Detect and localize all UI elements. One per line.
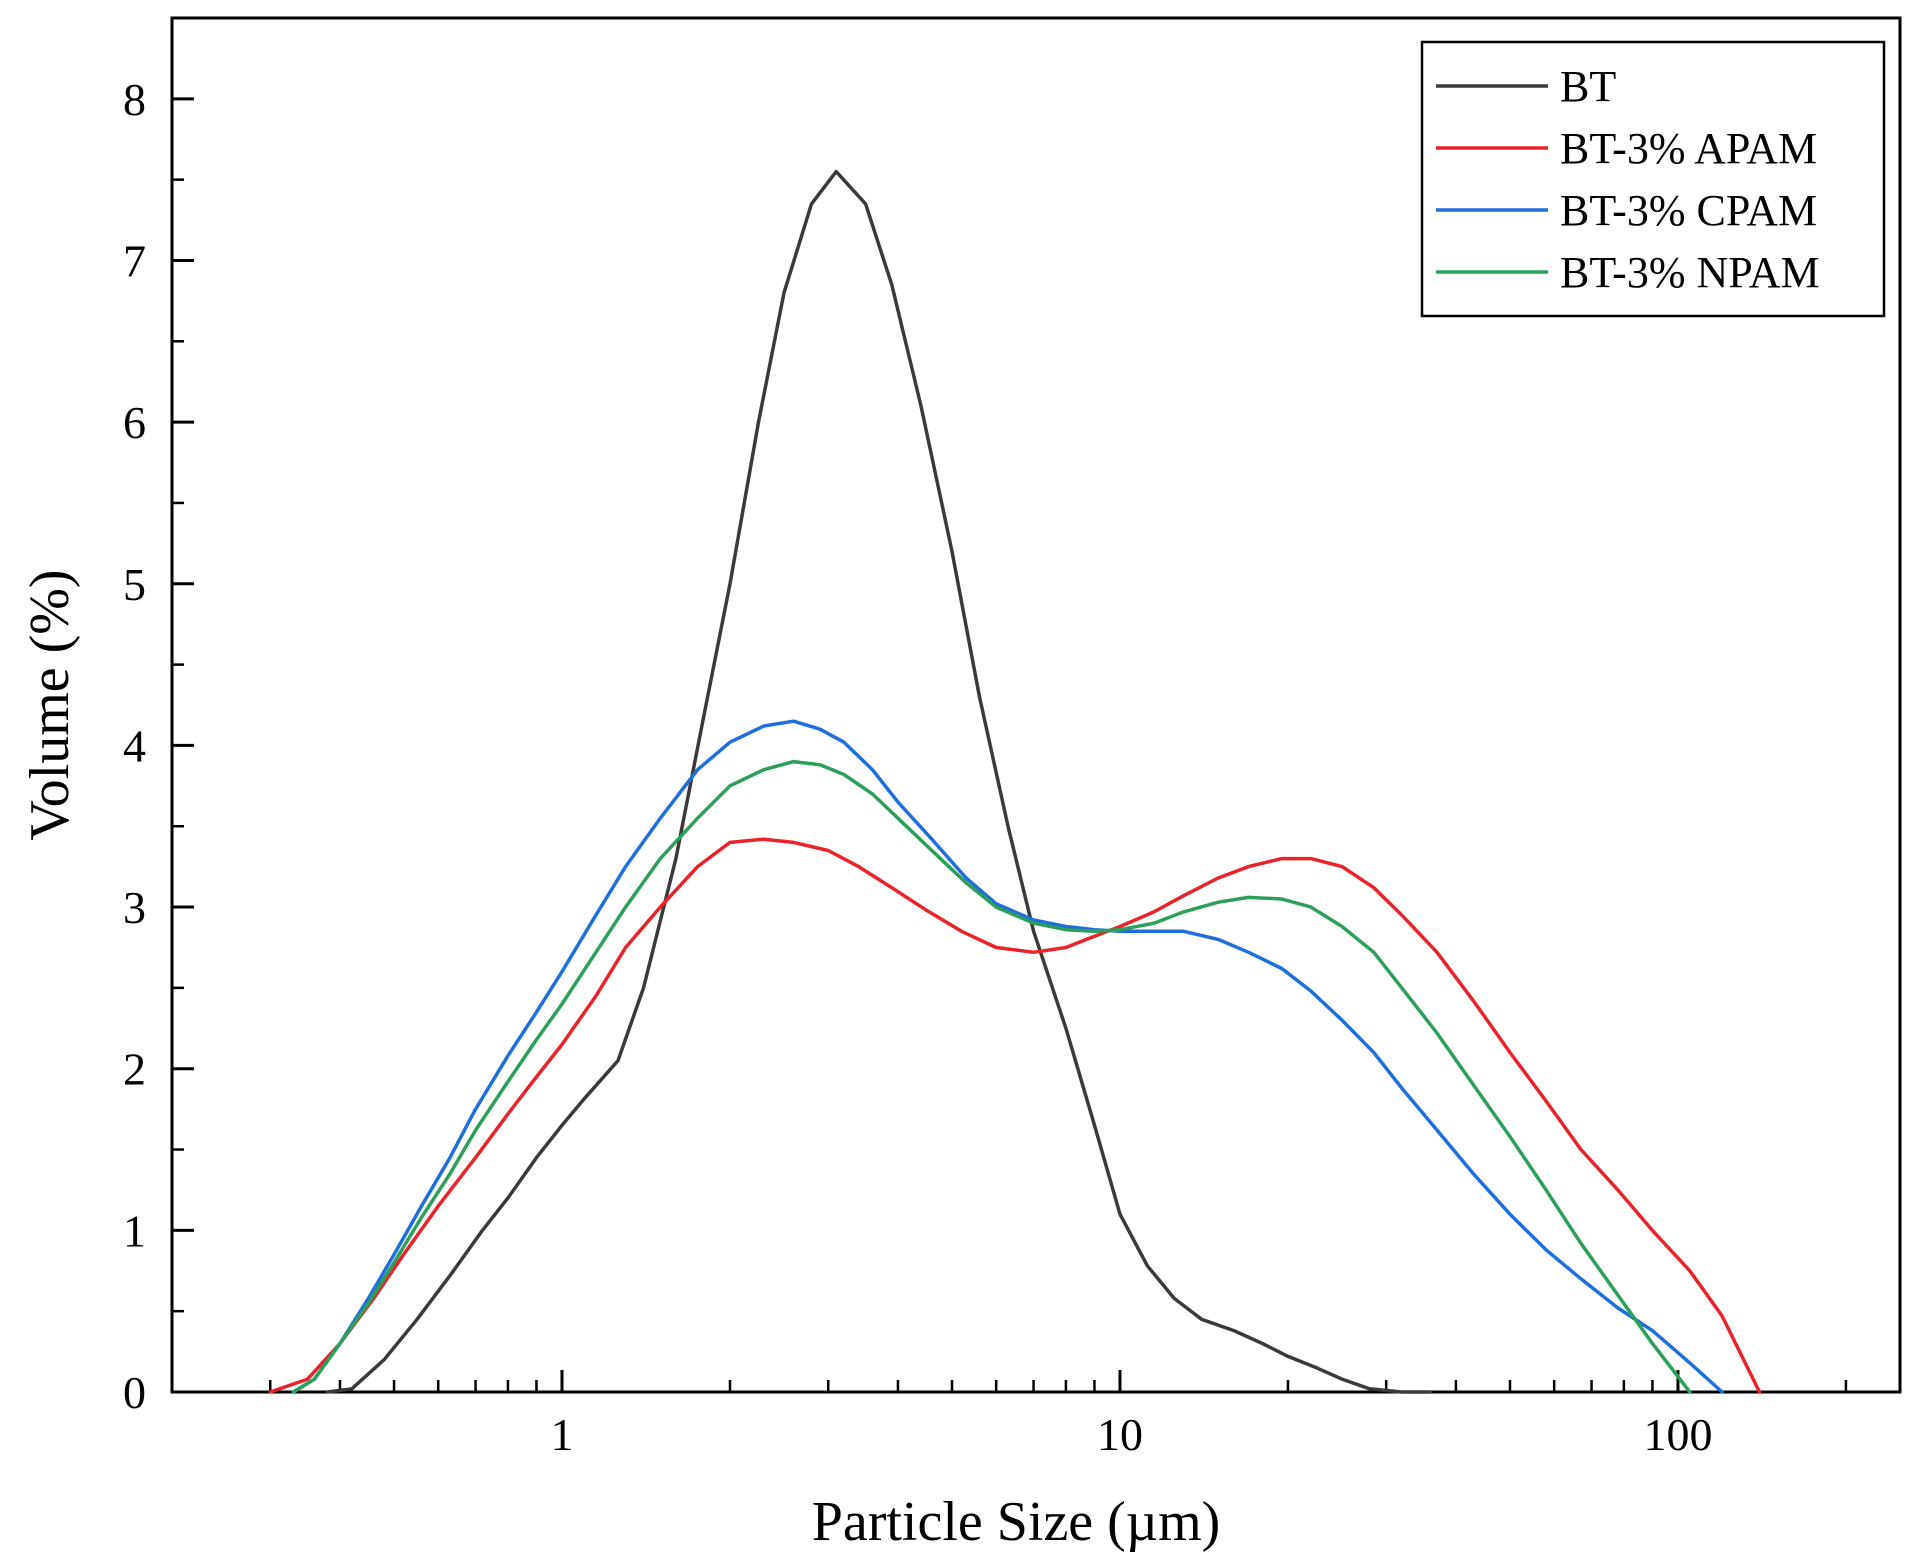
- y-tick-label: 0: [123, 1367, 146, 1418]
- series-layer: [268, 169, 1762, 1394]
- y-tick-label: 4: [123, 720, 146, 771]
- y-tick-label: 8: [123, 74, 146, 125]
- x-tick-label: 1: [551, 1409, 574, 1460]
- x-axis: 1 10 100: [170, 1370, 1848, 1460]
- legend-label: BT-3% APAM: [1560, 124, 1817, 173]
- x-tick-label: 10: [1097, 1409, 1143, 1460]
- legend-label: BT-3% CPAM: [1560, 186, 1817, 235]
- legend: BT BT-3% APAM BT-3% CPAM BT-3% NPAM: [1420, 40, 1886, 318]
- y-tick-label: 5: [123, 559, 146, 610]
- series-line-bt-3-npam: [291, 759, 1692, 1394]
- y-axis: 0 1 2 3 4 5 6 7 8: [123, 74, 194, 1418]
- series-line-bt: [325, 169, 1433, 1394]
- x-tick-label: 100: [1643, 1409, 1712, 1460]
- series-line-bt-3-cpam: [291, 719, 1724, 1394]
- y-tick-label: 1: [123, 1205, 146, 1256]
- y-axis-title: Volume (%): [19, 569, 81, 840]
- y-tick-label: 7: [123, 235, 146, 286]
- series-line-bt-3-apam: [268, 837, 1762, 1394]
- y-tick-label: 6: [123, 397, 146, 448]
- plot-frame: [170, 16, 1902, 1394]
- y-tick-label: 2: [123, 1044, 146, 1095]
- legend-label: BT: [1560, 62, 1616, 111]
- legend-label: BT-3% NPAM: [1560, 248, 1820, 297]
- x-axis-title: Particle Size (µm): [812, 1491, 1221, 1553]
- plot-border: [170, 16, 1902, 1394]
- y-tick-label: 3: [123, 882, 146, 933]
